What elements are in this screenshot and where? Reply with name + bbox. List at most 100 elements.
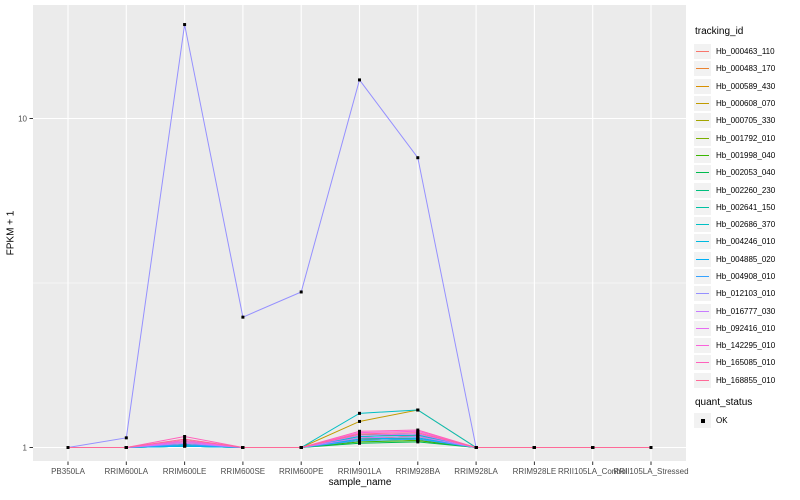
data-point-marker <box>183 23 187 27</box>
data-point-marker <box>358 439 361 443</box>
legend-item: Hb_092416_010 <box>694 320 800 337</box>
legend-item: Hb_142295_010 <box>694 337 800 354</box>
data-point-marker <box>124 436 128 440</box>
legend-item-label: Hb_168855_010 <box>716 375 776 385</box>
series-color-line-icon <box>696 172 709 174</box>
legend-key <box>694 251 711 267</box>
data-point-marker <box>416 428 420 432</box>
data-point-marker <box>358 429 361 433</box>
x-tick-label: RRIM928LA <box>454 467 498 476</box>
series-color-line-icon <box>696 206 709 208</box>
series-color-line-icon <box>696 68 709 70</box>
data-point-marker <box>183 437 187 441</box>
legend-key <box>694 165 711 181</box>
series-color-line-icon <box>696 189 709 191</box>
x-tick-label: RRIM600LA <box>105 467 149 476</box>
legend-item-label: Hb_142295_010 <box>716 341 776 351</box>
data-point-marker <box>416 440 420 444</box>
legend-item-label: Hb_002686_370 <box>716 220 776 230</box>
legend-item-label: Hb_000705_330 <box>716 116 776 126</box>
data-point-marker <box>299 446 303 449</box>
data-point-marker <box>649 446 653 449</box>
legend-key <box>694 113 711 129</box>
legend-key <box>694 44 711 60</box>
x-tick-label: RRIM901LA <box>338 467 382 476</box>
legend-item-label: Hb_000463_110 <box>716 47 775 57</box>
data-point-marker <box>183 435 187 439</box>
legend-item-label: Hb_012103_010 <box>716 289 776 299</box>
data-point-marker <box>416 437 420 441</box>
legend-key <box>694 338 711 354</box>
data-point-marker <box>532 446 536 449</box>
legend-item: Hb_002686_370 <box>694 216 800 233</box>
legend-item: Hb_000463_110 <box>694 43 800 60</box>
legend-key <box>694 269 711 284</box>
data-point-marker <box>299 290 303 294</box>
legend-item: Hb_004246_010 <box>694 233 800 250</box>
series-color-line-icon <box>696 345 709 347</box>
legend-item: Hb_000589_430 <box>694 78 800 95</box>
data-point-marker <box>474 446 478 449</box>
data-point-marker <box>358 411 361 415</box>
series-color-line-icon <box>696 51 709 53</box>
data-point-marker <box>416 156 420 160</box>
legend-item-label: Hb_004246_010 <box>716 237 776 247</box>
legend-item: Hb_012103_010 <box>694 285 800 302</box>
data-point-marker <box>358 432 361 436</box>
legend-item-label: Hb_001792_010 <box>716 133 776 143</box>
series-color-line-icon <box>696 362 709 364</box>
x-tick-label: RRII105LA_Control <box>558 467 628 476</box>
legend-item-label: Hb_016777_030 <box>716 306 776 316</box>
legend-item-label: Hb_000589_430 <box>716 81 776 91</box>
legend-key <box>694 303 711 319</box>
legend-item: Hb_000483_170 <box>694 60 800 77</box>
legend-item: Hb_000608_070 <box>694 95 800 112</box>
series-color-line-icon <box>696 137 709 139</box>
legend-item-label: Hb_004908_010 <box>716 272 776 281</box>
legend-item-label: Hb_004885_020 <box>716 254 776 264</box>
legend-item-label: Hb_000608_070 <box>716 99 776 109</box>
data-point-marker <box>241 446 245 449</box>
series-color-line-icon <box>696 85 709 87</box>
shape-legend-title: quant_status <box>695 396 753 408</box>
legend-item: Hb_016777_030 <box>694 302 800 319</box>
legend-item: Hb_001792_010 <box>694 129 800 146</box>
legend-item: Hb_004885_020 <box>694 251 800 268</box>
data-point-marker <box>358 441 361 445</box>
color-legend-title: tracking_id <box>695 26 744 37</box>
series-color-line-icon <box>696 258 709 260</box>
legend-item: Hb_002641_150 <box>694 199 800 216</box>
legend-item-label: Hb_002053_040 <box>716 168 776 178</box>
legend-item-label: Hb_002641_150 <box>716 202 776 212</box>
x-tick-label: RRII105LA_Stressed <box>613 467 688 476</box>
legend-key <box>694 96 711 112</box>
series-color-line-icon <box>696 103 709 105</box>
legend-item-label: Hb_092416_010 <box>716 323 776 333</box>
series-color-line-icon <box>696 327 709 329</box>
data-point-marker <box>416 431 420 435</box>
legend-item: Hb_002260_230 <box>694 181 800 198</box>
data-point-marker <box>416 435 420 439</box>
y-tick-label: 10 <box>18 115 27 124</box>
data-point-marker <box>66 446 70 449</box>
data-point-marker <box>358 419 361 423</box>
y-tick-label: 1 <box>23 444 28 453</box>
legend-item: Hb_168855_010 <box>694 372 800 389</box>
legend-item-label: Hb_001998_040 <box>716 150 776 160</box>
square-marker-icon <box>700 418 705 423</box>
data-point-marker <box>358 78 361 82</box>
legend-key <box>694 355 711 371</box>
data-point-marker <box>591 446 595 449</box>
legend-item-label: Hb_000483_170 <box>716 64 776 74</box>
series-color-line-icon <box>696 241 709 243</box>
legend-item: Hb_002053_040 <box>694 164 800 181</box>
shape-legend-item-label: OK <box>716 416 728 426</box>
legend-key <box>694 372 711 388</box>
series-color-line-icon <box>696 154 709 156</box>
legend-item: Hb_001998_040 <box>694 147 800 164</box>
ok-legend-key <box>694 413 711 429</box>
series-color-line-icon <box>696 310 709 312</box>
legend-key <box>694 61 711 77</box>
